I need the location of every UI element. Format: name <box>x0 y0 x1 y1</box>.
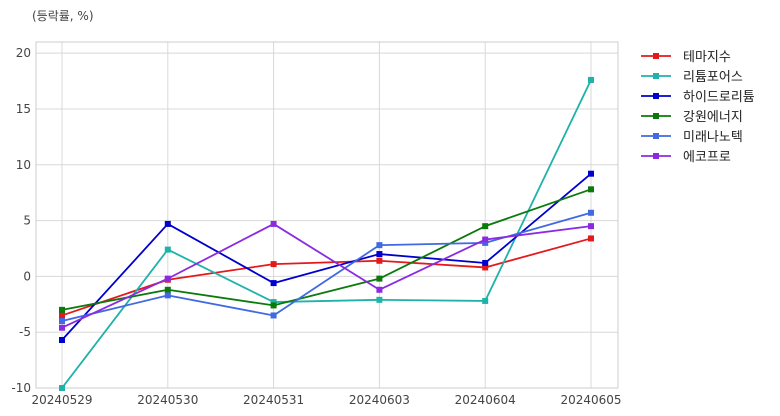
data-point-marker <box>376 296 383 303</box>
series-4 <box>59 186 594 313</box>
data-point-marker <box>588 186 594 193</box>
series-6 <box>59 220 594 331</box>
series-3 <box>59 170 594 344</box>
legend-item: 미래나노텍 <box>641 130 743 145</box>
legend-item: 하이드로리튬 <box>641 90 755 105</box>
legend-swatch-marker <box>653 153 659 159</box>
legend-swatch-marker <box>653 73 659 79</box>
data-point-marker <box>59 306 65 313</box>
axes: -10 -5 0 5 10 15 20 20240529 20240530 20240531 202… <box>11 46 621 407</box>
data-point-marker <box>59 324 65 331</box>
y-tick-label: -5 <box>19 325 31 339</box>
legend-item: 테마지수 <box>641 50 731 65</box>
y-tick-label: 10 <box>16 158 31 172</box>
data-point-marker <box>376 286 383 293</box>
legend-label: 강원에너지 <box>683 110 743 125</box>
series-line <box>61 223 592 329</box>
grid <box>36 42 618 389</box>
x-tick-label: 20240605 <box>560 393 621 407</box>
data-point-marker <box>270 220 277 227</box>
legend-label: 테마지수 <box>683 50 731 65</box>
legend-swatch-marker <box>653 113 659 119</box>
data-point-marker <box>164 246 171 253</box>
x-tick-label: 20240531 <box>243 393 304 407</box>
data-point-marker <box>270 299 277 306</box>
data-point-marker <box>164 292 171 299</box>
series-line <box>61 211 592 322</box>
legend-item: 에코프로 <box>641 150 731 165</box>
legend-swatch-marker <box>653 93 659 99</box>
data-point-marker <box>270 280 277 287</box>
data-point-marker <box>376 242 383 249</box>
legend-swatch-marker <box>653 133 659 139</box>
legend-swatch-marker <box>653 53 659 59</box>
legend-label: 하이드로리튬 <box>683 90 755 105</box>
data-point-marker <box>270 302 277 309</box>
data-point-marker <box>588 170 594 177</box>
series-line <box>61 79 592 389</box>
x-tick-label: 20240530 <box>137 393 198 407</box>
series-line <box>61 173 592 341</box>
data-point-marker <box>482 259 489 266</box>
x-tick-label: 20240604 <box>455 393 516 407</box>
x-tick-label: 20240529 <box>31 393 92 407</box>
data-point-marker <box>588 223 594 230</box>
data-point-marker <box>482 236 489 243</box>
data-point-marker <box>270 261 277 268</box>
y-tick-label: -10 <box>11 381 31 395</box>
data-point-marker <box>588 76 594 83</box>
data-point-marker <box>164 275 171 282</box>
legend-item: 리튬포어스 <box>641 70 743 85</box>
unit-label: (등락률, %) <box>32 9 94 23</box>
data-point-marker <box>376 257 383 264</box>
legend-label: 미래나노텍 <box>683 130 743 145</box>
plot-area <box>35 41 619 389</box>
data-point-marker <box>164 220 171 227</box>
data-point-marker <box>270 312 277 319</box>
data-point-marker <box>164 286 171 293</box>
data-point-marker <box>59 385 65 391</box>
data-point-marker <box>376 251 383 258</box>
series-layer <box>59 76 594 391</box>
legend-label: 리튬포어스 <box>683 70 743 85</box>
y-tick-label: 20 <box>16 46 31 60</box>
data-point-marker <box>482 239 489 246</box>
legend-label: 에코프로 <box>683 150 731 165</box>
series-1 <box>59 235 594 319</box>
x-tick-label: 20240603 <box>349 393 410 407</box>
series-line <box>61 237 592 317</box>
data-point-marker <box>59 312 65 319</box>
legend-item: 강원에너지 <box>641 110 743 125</box>
y-tick-label: 5 <box>23 214 31 228</box>
data-point-marker <box>59 318 65 325</box>
data-point-marker <box>588 235 594 242</box>
series-line <box>61 188 592 311</box>
data-point-marker <box>59 337 65 344</box>
data-point-marker <box>376 275 383 282</box>
data-point-marker <box>588 209 594 216</box>
data-point-marker <box>482 297 489 304</box>
series-5 <box>59 209 594 325</box>
data-point-marker <box>482 264 489 271</box>
y-tick-label: 0 <box>23 269 31 283</box>
y-tick-label: 15 <box>16 102 31 116</box>
series-2 <box>59 76 594 391</box>
data-point-marker <box>482 223 489 230</box>
